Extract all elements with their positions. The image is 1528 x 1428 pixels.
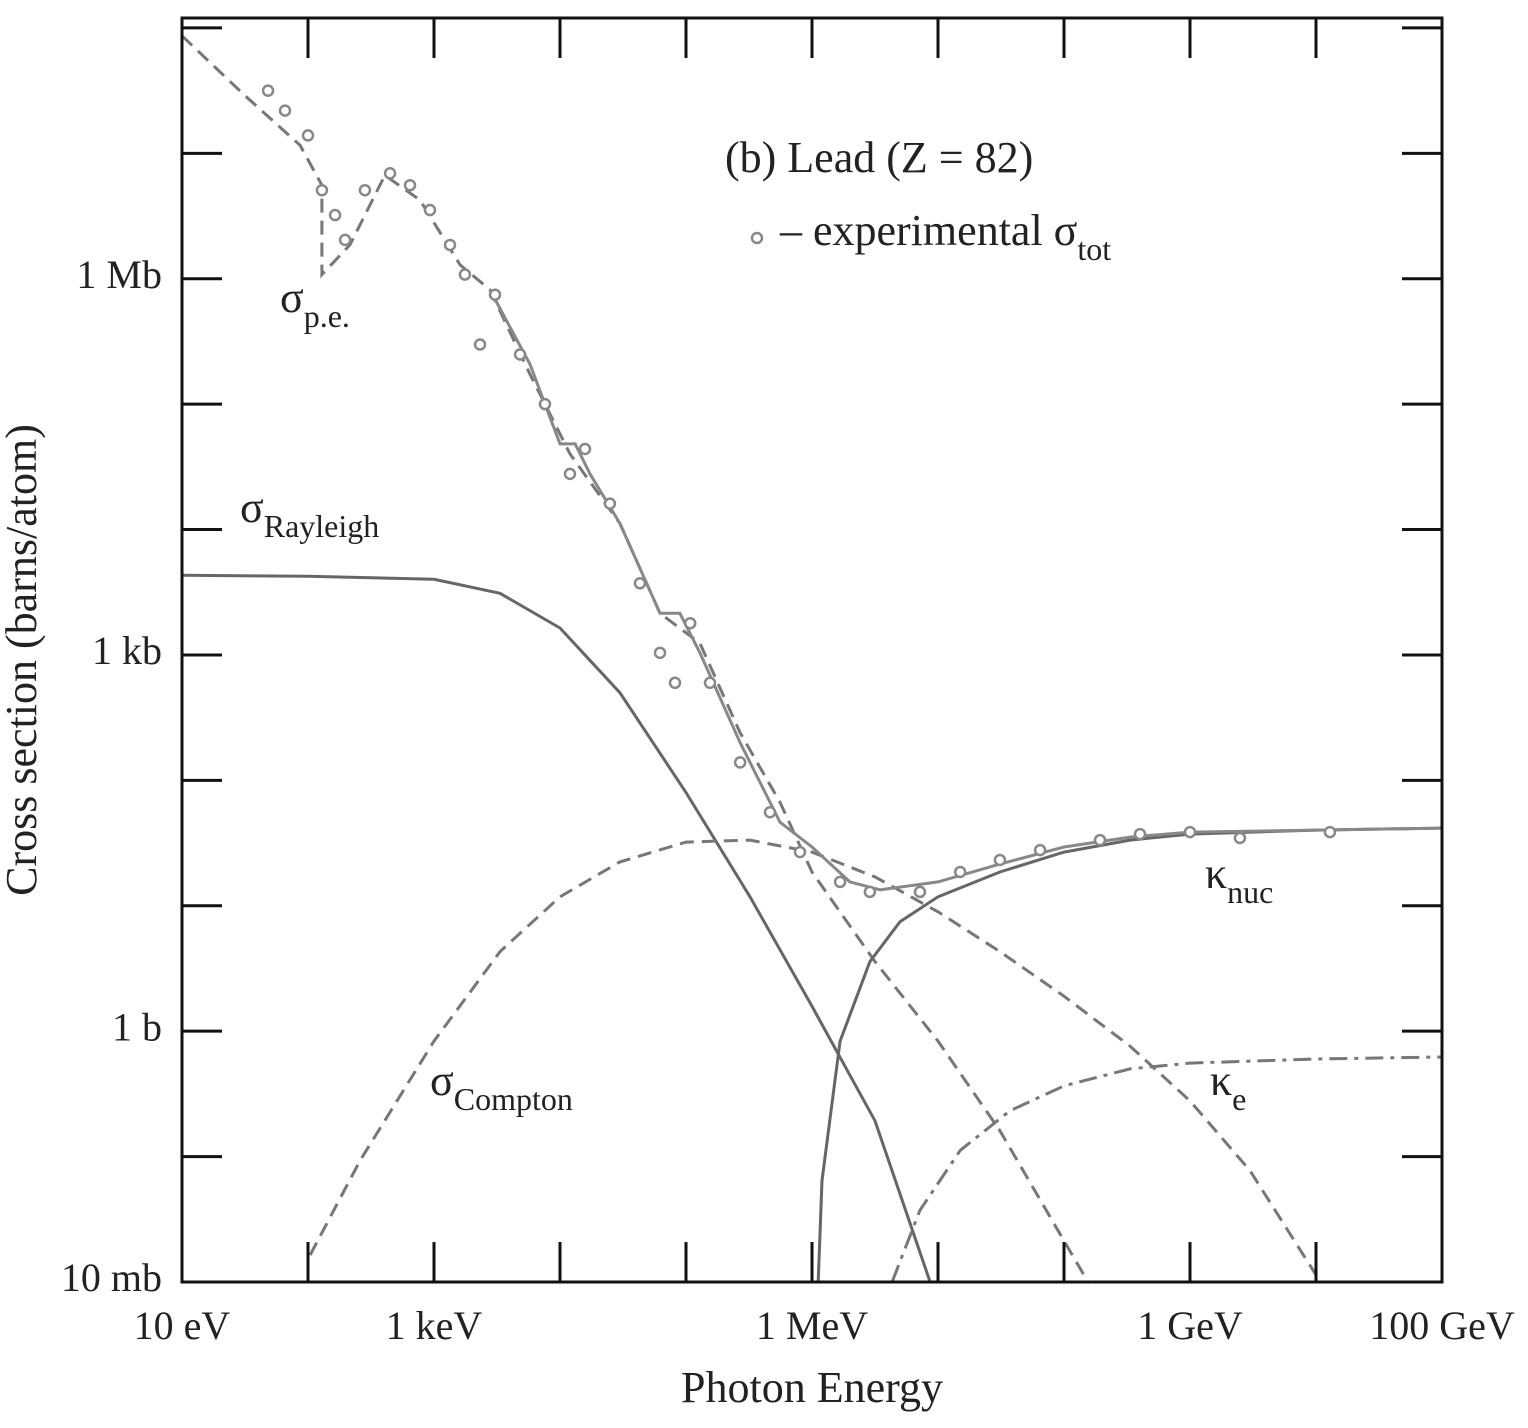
series-subscript: nuc <box>1227 874 1273 910</box>
series-subscript: Compton <box>454 1081 573 1117</box>
data-point <box>793 845 807 859</box>
series-name: κ <box>1210 1056 1232 1105</box>
data-point <box>1183 825 1197 839</box>
data-point <box>488 288 502 301</box>
legend-marker <box>750 231 764 245</box>
series-line <box>182 573 932 1282</box>
data-point <box>278 104 292 117</box>
annotation: (b) Lead (Z = 82) <box>725 133 1033 182</box>
data-point <box>703 676 717 690</box>
data-point <box>513 348 527 361</box>
data-point <box>383 167 397 180</box>
series-line <box>816 826 1442 1282</box>
data-point <box>261 84 275 97</box>
series-label: – experimental σtot <box>779 206 1111 267</box>
data-point <box>733 756 747 769</box>
series-subscript: tot <box>1077 231 1111 267</box>
data-point <box>993 853 1007 867</box>
series-subscript: p.e. <box>304 298 350 334</box>
data-point <box>358 183 372 197</box>
data-point <box>473 338 487 351</box>
data-point <box>603 497 617 510</box>
y-tick-label: 1 Mb <box>76 252 162 297</box>
data-point <box>683 617 697 630</box>
data-point <box>301 129 315 142</box>
plot-area <box>182 34 1442 1282</box>
data-point <box>668 676 682 690</box>
data-point <box>633 577 647 590</box>
series-name: – experimental σ <box>779 206 1078 255</box>
series-subscript: Rayleigh <box>264 508 380 544</box>
data-point <box>578 442 592 456</box>
data-point <box>443 238 457 252</box>
series-label: σCompton <box>430 1056 573 1117</box>
y-tick-label: 10 mb <box>61 1255 162 1300</box>
series-line <box>308 838 1318 1276</box>
data-point <box>1233 831 1247 845</box>
data-point <box>563 467 577 481</box>
data-point <box>538 397 552 411</box>
data-point <box>863 885 877 899</box>
series-name: σ <box>430 1056 454 1105</box>
data-point <box>763 805 777 819</box>
data-point <box>458 268 472 281</box>
x-tick-label: 10 eV <box>134 1303 231 1348</box>
data-point <box>953 865 967 879</box>
data-point <box>403 178 417 192</box>
series-label: σRayleigh <box>240 483 379 544</box>
series-label: κnuc <box>1205 849 1273 910</box>
data-point <box>653 646 667 660</box>
y-tick-label: 1 b <box>112 1004 162 1049</box>
data-point <box>423 203 437 217</box>
data-point <box>913 885 927 899</box>
data-point <box>338 233 352 247</box>
y-tick-label: 1 kb <box>92 628 162 673</box>
data-point <box>1033 843 1047 857</box>
x-tick-label: 1 MeV <box>756 1303 868 1348</box>
data-point <box>1133 827 1147 841</box>
y-axis-title: Cross section (barns/atom) <box>0 424 46 896</box>
series-name: σ <box>280 273 304 322</box>
series-line <box>890 1055 1442 1282</box>
data-point <box>833 875 847 889</box>
data-point <box>1323 825 1337 839</box>
data-point <box>328 208 342 222</box>
series-subscript: e <box>1232 1081 1246 1117</box>
x-axis-title: Photon Energy <box>681 1363 943 1412</box>
x-tick-label: 1 GeV <box>1137 1303 1243 1348</box>
series-name: κ <box>1205 849 1227 898</box>
series-label: κe <box>1210 1056 1246 1117</box>
data-point <box>315 183 329 197</box>
series-name: σ <box>240 483 264 532</box>
x-tick-label: 1 keV <box>386 1303 483 1348</box>
series-line <box>488 288 1442 892</box>
x-tick-label: 100 GeV <box>1369 1303 1515 1348</box>
data-point <box>1093 833 1107 847</box>
series-label: σp.e. <box>280 273 350 334</box>
